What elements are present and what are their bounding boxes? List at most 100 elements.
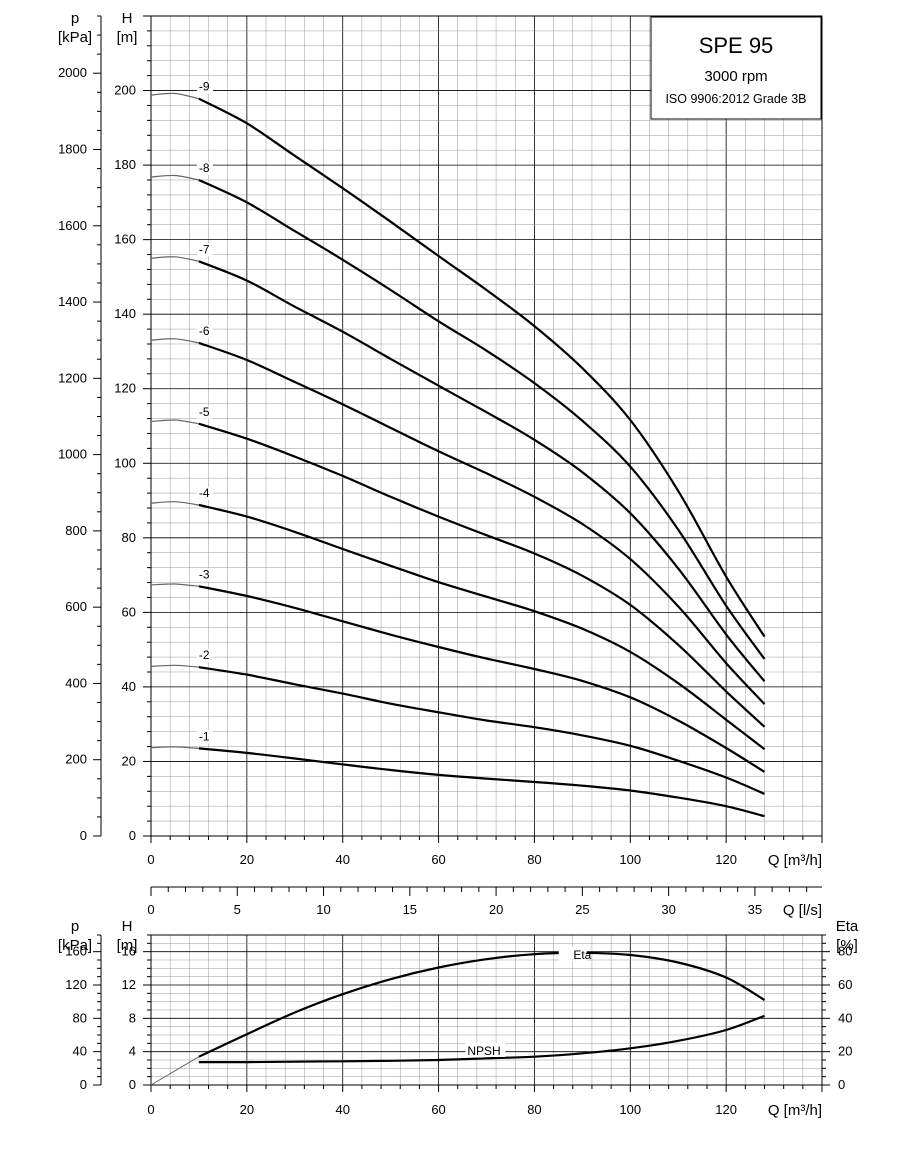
curve-label-9: -9 bbox=[199, 80, 210, 94]
bot-h-tick: 4 bbox=[129, 1044, 136, 1059]
curve-label-bg bbox=[196, 487, 213, 501]
top-h-tick: 140 bbox=[114, 306, 136, 321]
top-p-tick: 1200 bbox=[58, 370, 87, 385]
eta-curve-label: Eta bbox=[573, 948, 591, 962]
qh-curve-4 bbox=[198, 503, 766, 751]
bot-h-tick: 16 bbox=[122, 944, 136, 959]
curve-label-6: -6 bbox=[199, 324, 210, 338]
title-model: SPE 95 bbox=[699, 33, 774, 58]
eta-curve bbox=[198, 951, 766, 1058]
curve-label-4: -4 bbox=[199, 486, 210, 500]
npsh-curve-label: NPSH bbox=[467, 1044, 500, 1058]
title-standard: ISO 9906:2012 Grade 3B bbox=[665, 92, 806, 106]
bot-p-tick: 0 bbox=[80, 1077, 87, 1092]
top-p-tick: 800 bbox=[65, 523, 87, 538]
qh-curve-lowflow-5 bbox=[150, 419, 200, 425]
curve-label-5: -5 bbox=[199, 405, 210, 419]
top-p-tick: 200 bbox=[65, 752, 87, 767]
top-h-tick: 20 bbox=[122, 753, 136, 768]
top-h-tick: 100 bbox=[114, 455, 136, 470]
npsh-curve bbox=[198, 1014, 765, 1064]
curve-label-bg bbox=[196, 568, 213, 582]
npsh-label-bg bbox=[465, 1043, 506, 1057]
ls-tick: 5 bbox=[234, 902, 241, 917]
top-x-tick: 20 bbox=[240, 852, 254, 867]
qh-curve-5 bbox=[198, 422, 766, 728]
top-p-tick: 0 bbox=[80, 828, 87, 843]
eta-curve-lowflow bbox=[150, 1056, 200, 1086]
bot-p-tick: 80 bbox=[73, 1010, 87, 1025]
top-x-label: Q [m³/h] bbox=[768, 852, 822, 869]
top-x-tick: 120 bbox=[715, 852, 737, 867]
top-h-tick: 120 bbox=[114, 381, 136, 396]
top-h-tick: 40 bbox=[122, 679, 136, 694]
qh-curve-1 bbox=[198, 747, 765, 818]
curve-label-bg bbox=[196, 324, 213, 338]
title-box: SPE 95 3000 rpm ISO 9906:2012 Grade 3B bbox=[650, 16, 822, 120]
qh-curve-lowflow-3 bbox=[150, 583, 199, 587]
top-h-tick: 160 bbox=[114, 232, 136, 247]
curve-label-7: -7 bbox=[199, 242, 210, 256]
curve-label-1: -1 bbox=[199, 729, 210, 743]
ls-axis-label: Q [l/s] bbox=[783, 902, 822, 919]
bot-eta-tick: 20 bbox=[838, 1044, 852, 1059]
top-p-tick: 1000 bbox=[58, 447, 87, 462]
qh-curve-lowflow-6 bbox=[150, 338, 200, 344]
qh-curve-7 bbox=[198, 260, 766, 682]
curve-label-bg bbox=[196, 243, 213, 257]
bot-h-tick: 12 bbox=[122, 977, 136, 992]
top-h-tick: 180 bbox=[114, 157, 136, 172]
curve-label-2: -2 bbox=[199, 648, 210, 662]
bot-p-tick: 160 bbox=[65, 944, 87, 959]
curve-label-8: -8 bbox=[199, 161, 210, 175]
top-h-unit: [m] bbox=[117, 29, 138, 46]
top-p-tick: 2000 bbox=[58, 65, 87, 80]
top-x-tick: 0 bbox=[147, 852, 154, 867]
bot-eta-label: Eta bbox=[836, 918, 859, 935]
bot-eta-tick: 40 bbox=[838, 1010, 852, 1025]
ls-tick: 20 bbox=[489, 902, 503, 917]
title-speed: 3000 rpm bbox=[704, 68, 767, 85]
bot-eta-tick: 60 bbox=[838, 977, 852, 992]
eta-label-bg bbox=[558, 947, 587, 961]
curve-label-bg bbox=[196, 80, 213, 94]
axes-layer: 0200400600800100012001400160018002000020… bbox=[58, 15, 852, 1117]
bot-h-tick: 8 bbox=[129, 1010, 136, 1025]
ls-tick: 30 bbox=[661, 902, 675, 917]
qh-curve-8 bbox=[198, 179, 766, 660]
qh-curve-3 bbox=[198, 585, 766, 773]
qh-curve-lowflow-2 bbox=[150, 664, 199, 668]
top-x-tick: 100 bbox=[619, 852, 641, 867]
top-h-label: H bbox=[122, 10, 133, 27]
ls-tick: 35 bbox=[748, 902, 762, 917]
bot-eta-tick: 80 bbox=[838, 944, 852, 959]
bot-eta-tick: 0 bbox=[838, 1077, 845, 1092]
bot-x-tick: 20 bbox=[240, 1102, 254, 1117]
bot-x-tick: 120 bbox=[715, 1102, 737, 1117]
bot-p-tick: 40 bbox=[73, 1044, 87, 1059]
top-h-tick: 200 bbox=[114, 83, 136, 98]
qh-curve-9 bbox=[198, 97, 766, 638]
curves-layer: -1 -2 -3 -4 -5 -6 -7 -8 -9 Eta NPSH bbox=[150, 80, 766, 1086]
top-h-tick: 0 bbox=[129, 828, 136, 843]
bot-eta-unit: [%] bbox=[836, 937, 858, 954]
qh-curve-lowflow-1 bbox=[150, 746, 199, 749]
top-x-tick: 40 bbox=[335, 852, 349, 867]
bot-x-label: Q [m³/h] bbox=[768, 1102, 822, 1119]
qh-curve-lowflow-9 bbox=[150, 92, 200, 100]
qh-curve-2 bbox=[198, 666, 765, 795]
bot-x-tick: 60 bbox=[431, 1102, 445, 1117]
top-x-tick: 80 bbox=[527, 852, 541, 867]
top-p-tick: 1600 bbox=[58, 218, 87, 233]
ls-tick: 10 bbox=[316, 902, 330, 917]
top-x-tick: 60 bbox=[431, 852, 445, 867]
bot-x-tick: 100 bbox=[619, 1102, 641, 1117]
bot-x-tick: 80 bbox=[527, 1102, 541, 1117]
curve-label-bg bbox=[196, 649, 213, 663]
ls-tick: 0 bbox=[147, 902, 154, 917]
ls-axis: 0 5 10 15 20 25 30 35 bbox=[147, 886, 822, 917]
top-chart-grid bbox=[150, 15, 823, 837]
qh-curve-6 bbox=[198, 341, 766, 705]
top-p-tick: 1400 bbox=[58, 294, 87, 309]
ls-tick: 25 bbox=[575, 902, 589, 917]
